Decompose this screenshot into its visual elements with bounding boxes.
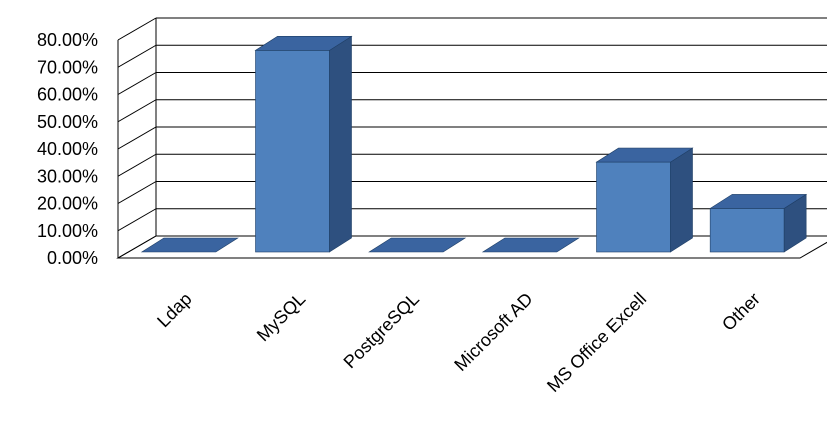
y-axis-tick-labels: 0.00% 10.00% 20.00% 30.00% 40.00% 50.00% 60.00… [37,30,98,268]
bar-front [709,208,785,253]
x-category-label: Ldap [153,289,195,331]
gridline-side [117,126,157,150]
bar-top [481,237,580,253]
bar-top [140,237,239,253]
bar-side [670,147,693,253]
bar-postgresql [368,237,467,253]
x-category-label: PostgreSQL [340,289,423,372]
bar-other [709,193,808,253]
gridline-side [117,208,157,232]
bar-microsoft-ad [481,237,580,253]
bar-ms-office-excell [595,147,694,253]
y-tick-label: 80.00% [37,30,98,50]
chart-floor [116,235,827,259]
x-category-label: Other [718,289,764,335]
bar-top [254,36,353,51]
y-tick-label: 20.00% [37,194,98,214]
bar-front [596,161,671,253]
y-tick-label: 30.00% [37,166,98,186]
bar-top [368,237,467,253]
x-category-label: MySQL [253,289,310,346]
bar-side [329,35,352,253]
bar-top [595,147,694,163]
gridline-side [117,153,157,177]
bar-top [709,194,808,209]
y-tick-label: 60.00% [37,85,98,105]
y-tick-label: 70.00% [37,57,98,77]
y-tick-label: 0.00% [47,248,98,268]
y-tick-label: 50.00% [37,112,98,132]
x-category-label: MS Office Excell [543,289,650,396]
gridline-side [117,99,157,123]
bar-ldap [140,237,239,253]
bar-mysql [254,35,353,253]
gridline-side [117,17,157,41]
y-tick-label: 40.00% [37,139,98,159]
gridline-side [117,72,157,95]
gridline-side [117,181,157,204]
bar-front [255,50,330,253]
chart-bars [140,35,808,253]
y-tick-label: 10.00% [37,221,98,241]
x-category-label: Microsoft AD [450,289,536,375]
gridline-side [117,44,157,68]
x-axis-category-labels: Ldap MySQL PostgreSQL Microsoft AD MS Office… [153,289,764,396]
